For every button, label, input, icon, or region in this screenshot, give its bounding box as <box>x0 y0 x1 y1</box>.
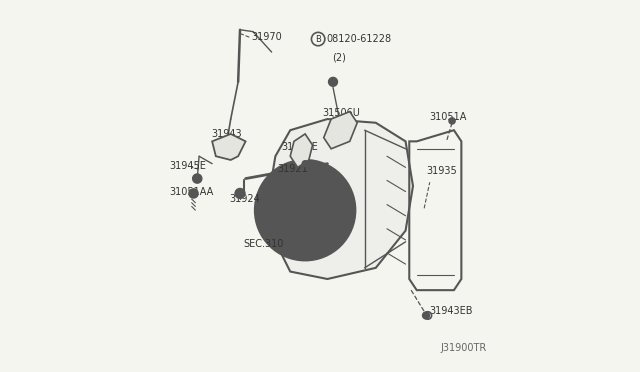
Text: SEC.310: SEC.310 <box>244 239 284 248</box>
Text: 31506U: 31506U <box>322 109 360 118</box>
Circle shape <box>193 174 202 183</box>
Text: 31924: 31924 <box>229 194 260 204</box>
Circle shape <box>449 118 455 124</box>
PathPatch shape <box>268 119 413 279</box>
Text: 31943E: 31943E <box>281 142 317 152</box>
Circle shape <box>300 205 310 216</box>
Text: 31921: 31921 <box>277 164 308 174</box>
Text: 31051AA: 31051AA <box>170 187 214 196</box>
Text: (2): (2) <box>332 53 346 62</box>
Circle shape <box>342 230 348 237</box>
Circle shape <box>271 177 339 244</box>
PathPatch shape <box>324 112 357 149</box>
Circle shape <box>422 312 429 319</box>
Text: B: B <box>316 35 321 44</box>
Circle shape <box>289 193 322 227</box>
Text: 31945E: 31945E <box>170 161 206 170</box>
Text: 31943: 31943 <box>211 129 242 139</box>
Text: 31943EB: 31943EB <box>429 306 473 315</box>
Circle shape <box>328 77 337 86</box>
PathPatch shape <box>291 134 312 167</box>
Text: J31900TR: J31900TR <box>441 343 487 353</box>
Circle shape <box>302 254 308 260</box>
Text: 31051A: 31051A <box>429 112 467 122</box>
Circle shape <box>262 230 268 237</box>
Circle shape <box>302 161 308 167</box>
Circle shape <box>342 184 348 190</box>
PathPatch shape <box>212 134 246 160</box>
Text: 31970: 31970 <box>251 32 282 42</box>
Text: 31935: 31935 <box>426 166 457 176</box>
Circle shape <box>189 189 198 198</box>
Circle shape <box>235 189 245 198</box>
Circle shape <box>262 184 268 190</box>
Text: 08120-61228: 08120-61228 <box>326 34 392 44</box>
Circle shape <box>255 160 355 260</box>
